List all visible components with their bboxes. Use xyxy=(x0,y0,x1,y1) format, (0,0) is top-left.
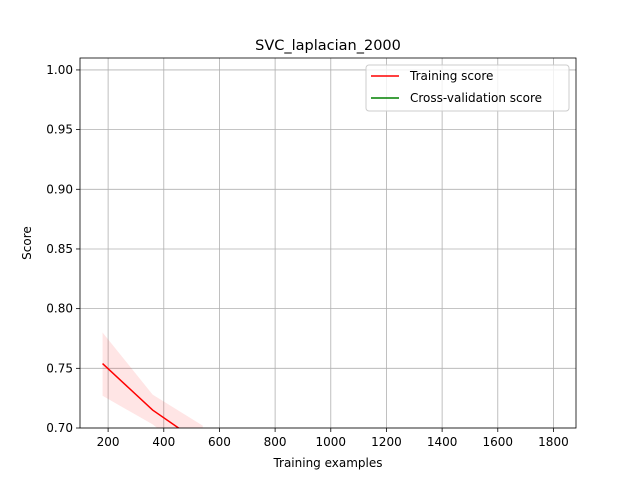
y-tick-label: 0.85 xyxy=(46,242,73,256)
y-tick-label: 0.80 xyxy=(46,302,73,316)
y-tick-label: 0.95 xyxy=(46,123,73,137)
x-tick-label: 800 xyxy=(264,435,287,449)
legend-label: Training score xyxy=(409,69,493,83)
legend: Training score Cross-validation score xyxy=(365,64,570,112)
x-tick-label: 1400 xyxy=(427,435,458,449)
x-tick-label: 600 xyxy=(208,435,231,449)
y-tick-label: 0.75 xyxy=(46,361,73,375)
x-tick-label: 1800 xyxy=(538,435,569,449)
x-tick-label: 1600 xyxy=(483,435,514,449)
x-tick-label: 200 xyxy=(97,435,120,449)
x-tick-label: 1200 xyxy=(371,435,402,449)
y-tick-label: 1.00 xyxy=(46,63,73,77)
score-line xyxy=(102,362,180,428)
legend-box xyxy=(365,64,570,112)
y-axis-label: Score xyxy=(20,226,34,260)
score-band xyxy=(102,332,203,428)
x-tick-label: 400 xyxy=(152,435,175,449)
y-tick-label: 0.90 xyxy=(46,182,73,196)
chart-title: SVC_laplacian_2000 xyxy=(255,38,401,54)
x-axis-label: Training examples xyxy=(272,456,382,470)
axes-frame xyxy=(79,57,577,429)
y-tick-label: 0.70 xyxy=(46,421,73,435)
x-tick-label: 1000 xyxy=(316,435,347,449)
plot-area xyxy=(102,332,203,428)
legend-label: Cross-validation score xyxy=(410,91,542,105)
